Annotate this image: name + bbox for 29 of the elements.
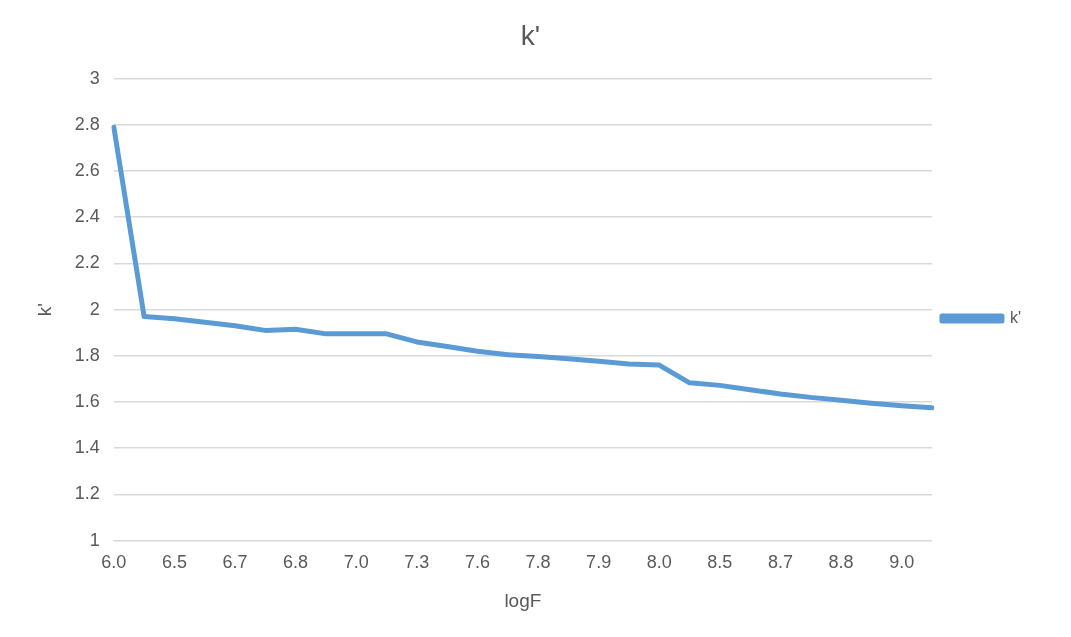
y-tick-label: 1.4: [74, 437, 100, 458]
y-tick-label: 2.8: [74, 113, 100, 134]
x-tick-label: 8.5: [707, 552, 733, 573]
legend-label: k': [1009, 308, 1022, 326]
y-axis-title: k': [33, 303, 55, 317]
y-tick-label: 2.2: [74, 252, 100, 273]
y-tick-label: 1.8: [74, 344, 100, 365]
x-tick-label: 7.6: [464, 552, 490, 573]
x-tick-label: 6.8: [283, 552, 309, 573]
y-tick-label: 2.6: [74, 159, 100, 180]
x-tick-label: 7.3: [404, 552, 430, 573]
y-tick-label: 1.6: [74, 390, 100, 411]
x-tick-label: 8.8: [828, 552, 854, 573]
y-tick-label: 2.4: [74, 206, 100, 227]
x-tick-label: 6.5: [161, 552, 187, 573]
x-tick-label: 7.9: [586, 552, 612, 573]
y-tick-label: 2: [89, 298, 100, 319]
x-tick-label: 7.0: [343, 552, 369, 573]
x-axis-title: logF: [504, 589, 542, 611]
x-tick-label: 7.8: [525, 552, 551, 573]
y-tick-label: 3: [89, 67, 100, 88]
chart-title: k': [520, 19, 541, 51]
x-tick-label: 8.7: [767, 552, 793, 573]
y-tick-label: 1: [89, 529, 100, 550]
y-tick-label: 1.2: [74, 483, 100, 504]
x-tick-label: 9.0: [889, 552, 915, 573]
x-tick-label: 8.0: [646, 552, 672, 573]
x-tick-label: 6.0: [101, 552, 127, 573]
x-tick-label: 6.7: [222, 552, 248, 573]
